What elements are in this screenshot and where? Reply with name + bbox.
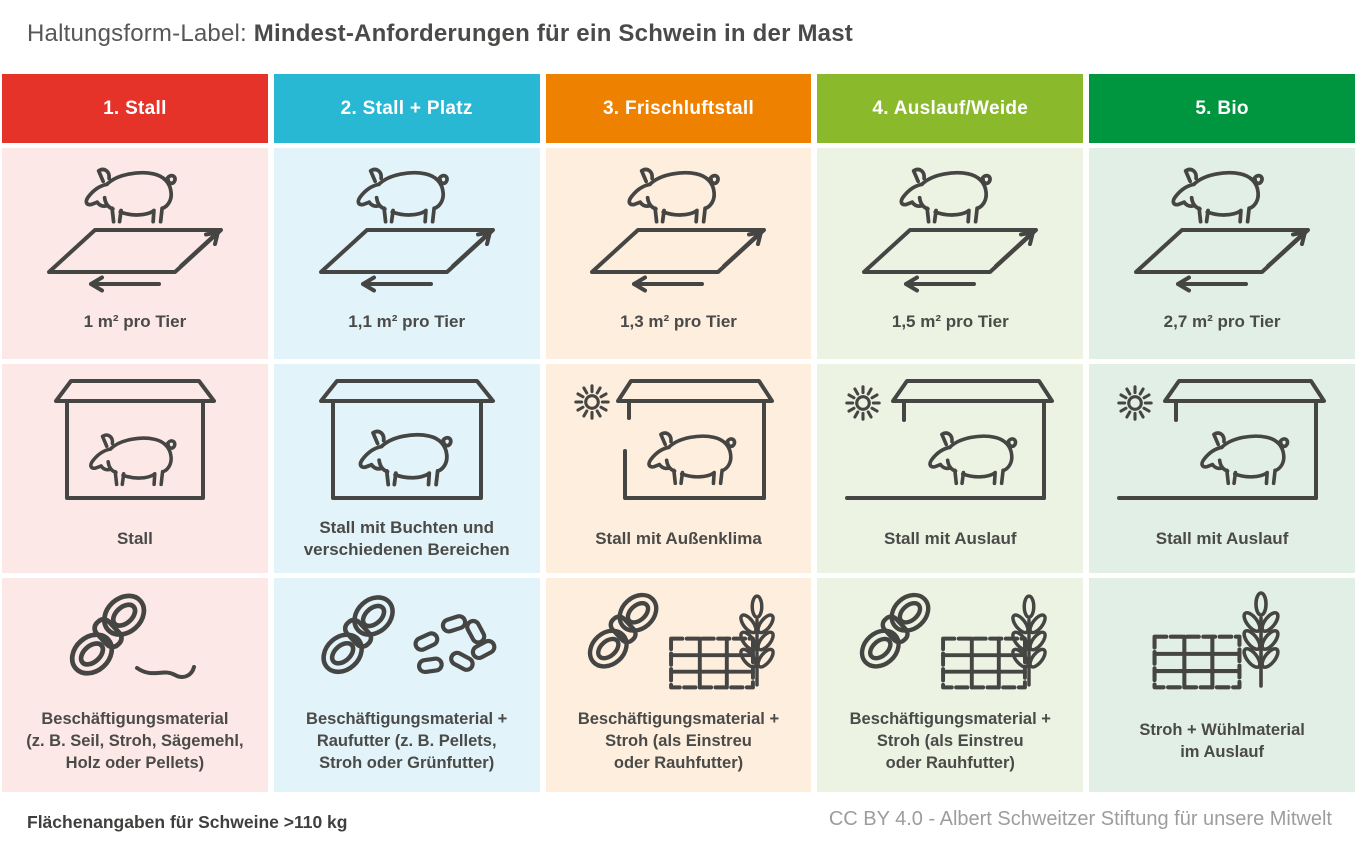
page-title-emphasis: Mindest-Anforderungen für ein Schwein in… bbox=[253, 20, 853, 47]
rope-icon bbox=[855, 588, 936, 674]
material-cell: Beschäftigungsmaterial + Stroh (als Eins… bbox=[817, 578, 1084, 792]
page-title: Haltungsform-Label: Mindest-Anforderunge… bbox=[27, 20, 853, 48]
column-header: 1. Stall bbox=[2, 74, 268, 143]
open-climate-stall-icon bbox=[574, 379, 775, 500]
housing-cell: Stall mit Außenklima bbox=[545, 364, 812, 573]
straw-bale-icon bbox=[1155, 637, 1240, 688]
area-label: 1,3 m² pro Tier bbox=[620, 311, 737, 331]
material-cell: Beschäftigungsmaterial + Raufutter (z. B… bbox=[273, 578, 540, 792]
housing-label: Stall mit Auslauf bbox=[1155, 528, 1289, 548]
column-auslauf-weide: 4. Auslauf/Weide 1,5 m² pro Tier bbox=[817, 74, 1084, 792]
straw-bale-icon bbox=[669, 636, 756, 690]
column-stall-platz: 2. Stall + Platz 1,1 m² pro Tier bbox=[273, 74, 540, 792]
housing-cell: Stall mit Auslauf bbox=[817, 364, 1084, 573]
column-header: 3. Frischluftstall bbox=[545, 74, 812, 143]
material-label: Beschäftigungsmaterial + Stroh (als Eins… bbox=[849, 710, 1051, 772]
sun-icon bbox=[1117, 385, 1153, 421]
column-header-label: 1. Stall bbox=[103, 97, 167, 119]
housing-label-table: 1. Stall 1 m² pro Tier bbox=[2, 74, 1355, 792]
material-label: Stroh + Wühlmaterial im Auslauf bbox=[1139, 721, 1305, 761]
column-header-label: 2. Stall + Platz bbox=[340, 97, 473, 119]
material-cell: Beschäftigungsmaterial + Stroh (als Eins… bbox=[545, 578, 812, 792]
pig-on-area-icon bbox=[46, 167, 223, 292]
area-label: 2,7 m² pro Tier bbox=[1163, 311, 1281, 331]
material-cell: Beschäftigungsmaterial (z. B. Seil, Stro… bbox=[2, 578, 268, 792]
column-header: 2. Stall + Platz bbox=[273, 74, 540, 143]
material-label: Beschäftigungsmaterial + Stroh (als Eins… bbox=[577, 710, 780, 772]
pellets-icon bbox=[413, 615, 496, 673]
sun-icon bbox=[574, 384, 611, 420]
column-header: 4. Auslauf/Weide bbox=[817, 74, 1084, 143]
area-cell: 1,5 m² pro Tier bbox=[817, 148, 1084, 359]
pig-on-area-icon bbox=[1134, 167, 1311, 292]
housing-label: Stall mit Auslauf bbox=[884, 528, 1017, 548]
area-cell: 1 m² pro Tier bbox=[2, 148, 268, 359]
wheat-ear-icon bbox=[1239, 591, 1283, 688]
column-header-label: 4. Auslauf/Weide bbox=[872, 97, 1029, 119]
pig-on-area-icon bbox=[318, 167, 495, 292]
area-label: 1,5 m² pro Tier bbox=[891, 311, 1009, 331]
stall-with-pens-icon bbox=[318, 379, 495, 500]
column-header-label: 5. Bio bbox=[1195, 97, 1249, 119]
page-title-prefix: Haltungsform-Label: bbox=[27, 20, 254, 47]
column-bio: 5. Bio 2,7 m² pro Tier bbox=[1089, 74, 1355, 792]
closed-stall-icon bbox=[53, 379, 216, 500]
area-cell: 1,1 m² pro Tier bbox=[273, 148, 540, 359]
material-label: Beschäftigungsmaterial (z. B. Seil, Stro… bbox=[26, 710, 244, 772]
area-cell: 2,7 m² pro Tier bbox=[1089, 148, 1355, 359]
straw-bale-icon bbox=[941, 636, 1028, 690]
stall-with-outdoor-run-icon bbox=[1117, 379, 1327, 500]
housing-cell: Stall bbox=[2, 364, 268, 573]
housing-label: Stall mit Außenklima bbox=[595, 528, 762, 548]
rope-icon bbox=[316, 590, 400, 680]
rope-and-pellets-icon bbox=[309, 582, 505, 694]
rope-icon bbox=[583, 588, 664, 674]
license-credit: CC BY 4.0 - Albert Schweitzer Stiftung f… bbox=[828, 808, 1332, 830]
rope-straw-wheat-icon bbox=[576, 582, 779, 690]
straw-wheat-icon bbox=[1147, 591, 1283, 694]
stall-with-outdoor-run-icon bbox=[845, 379, 1055, 500]
housing-cell: Stall mit Buchten und verschiedenen Bere… bbox=[273, 364, 540, 573]
rope-icon bbox=[45, 582, 196, 694]
column-header-label: 3. Frischluftstall bbox=[602, 97, 755, 119]
pig-on-area-icon bbox=[862, 167, 1039, 292]
housing-cell: Stall mit Auslauf bbox=[1089, 364, 1355, 573]
column-header: 5. Bio bbox=[1089, 74, 1355, 143]
rope-straw-wheat-icon bbox=[848, 582, 1050, 690]
sun-icon bbox=[845, 385, 882, 421]
column-frischluftstall: 3. Frischluftstall 1,3 m² pro Tier bbox=[545, 74, 812, 792]
footnote-area-note: Flächenangaben für Schweine >110 kg bbox=[27, 812, 348, 832]
column-stall: 1. Stall 1 m² pro Tier bbox=[2, 74, 268, 792]
material-label: Beschäftigungsmaterial + Raufutter (z. B… bbox=[306, 710, 508, 772]
housing-label: Stall bbox=[116, 528, 153, 548]
area-cell: 1,3 m² pro Tier bbox=[545, 148, 812, 359]
area-label: 1 m² pro Tier bbox=[83, 311, 187, 331]
area-label: 1,1 m² pro Tier bbox=[348, 311, 466, 331]
housing-label: Stall mit Buchten und verschiedenen Bere… bbox=[303, 517, 510, 559]
material-cell: Stroh + Wühlmaterial im Auslauf bbox=[1089, 578, 1355, 792]
pig-on-area-icon bbox=[590, 167, 767, 292]
